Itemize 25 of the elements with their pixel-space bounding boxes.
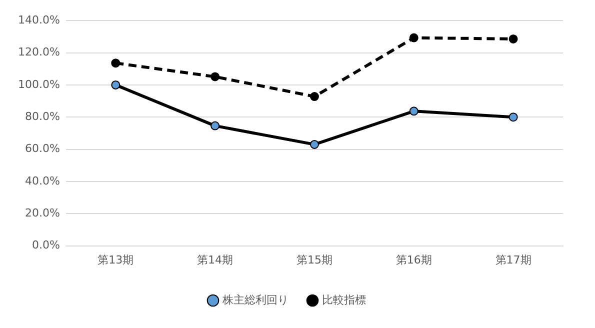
y-tick-label: 100.0%	[18, 78, 60, 91]
point	[111, 80, 120, 90]
y-tick-label: 140.0%	[18, 13, 60, 26]
point	[210, 121, 220, 130]
point	[310, 140, 319, 149]
x-tick-label: 第16期	[396, 253, 432, 266]
point	[310, 92, 319, 102]
y-tick-label: 80.0%	[24, 110, 60, 123]
y-tick-label: 20.0%	[24, 206, 60, 220]
x-tick-label: 第13期	[98, 253, 134, 266]
x-tick-label: 第17期	[495, 253, 532, 266]
x-tick-label: 第14期	[197, 253, 234, 266]
y-tick-label: 60.0%	[24, 142, 60, 156]
point	[508, 34, 518, 44]
y-tick-label: 0.0%	[32, 238, 60, 252]
point	[210, 72, 220, 82]
legend-label: 株主総利回り	[222, 293, 288, 306]
x-tick-label: 第15期	[296, 253, 332, 266]
point	[111, 58, 120, 68]
y-tick-label: 40.0%	[24, 174, 60, 188]
y-tick-label: 120.0%	[18, 46, 60, 59]
point	[409, 106, 418, 116]
legend-label: 比較指標	[322, 293, 366, 306]
point	[508, 112, 518, 122]
point	[409, 33, 418, 42]
